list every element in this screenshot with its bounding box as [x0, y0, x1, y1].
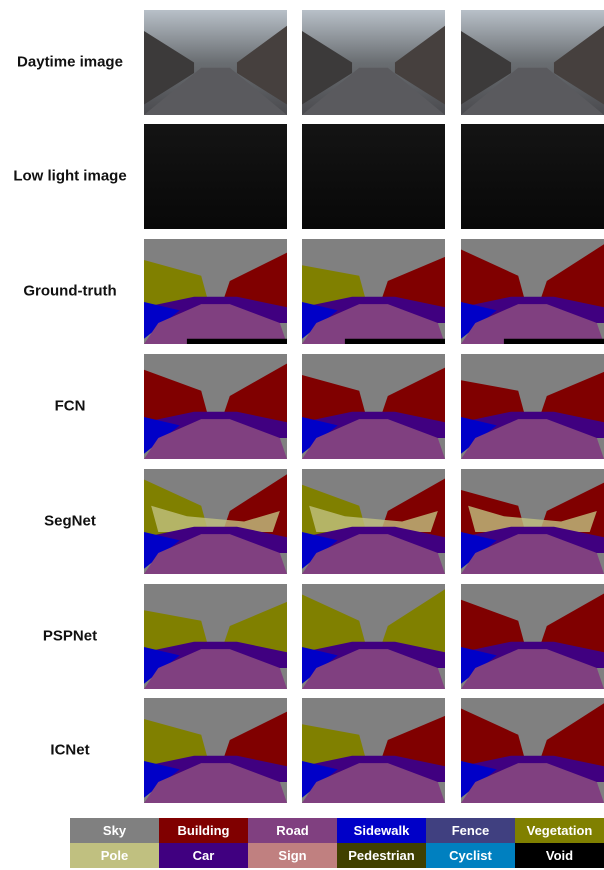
- row-label: SegNet: [44, 512, 96, 529]
- image-cell: [144, 239, 287, 344]
- photo: [302, 124, 445, 229]
- row-label: FCN: [55, 397, 86, 414]
- row-label: PSPNet: [43, 627, 97, 644]
- row-label: Daytime image: [17, 53, 123, 70]
- image-cell: [302, 469, 445, 574]
- image-cell: [461, 124, 604, 229]
- image-cell: [144, 354, 287, 459]
- image-cell: [302, 10, 445, 115]
- legend-label: Sign: [278, 848, 306, 863]
- legend-label: Pedestrian: [348, 848, 415, 863]
- photo: [144, 124, 287, 229]
- row-label: ICNet: [50, 741, 89, 758]
- legend-label: Fence: [452, 823, 490, 838]
- legend-label: Void: [546, 848, 573, 863]
- legend-label: Building: [178, 823, 230, 838]
- image-cell: [461, 354, 604, 459]
- seg-void: [187, 339, 287, 344]
- legend-label: Cyclist: [449, 848, 492, 863]
- legend-label: Car: [193, 848, 215, 863]
- figure: Daytime image Low light image Ground-truth…: [0, 0, 604, 870]
- image-cell: [302, 124, 445, 229]
- page: Daytime image Low light image Ground-truth…: [0, 0, 604, 870]
- image-cell: [144, 698, 287, 803]
- image-cell: [461, 698, 604, 803]
- legend-label: Vegetation: [527, 823, 593, 838]
- legend-label: Pole: [101, 848, 128, 863]
- legend-label: Sidewalk: [354, 823, 410, 838]
- image-cell: [144, 10, 287, 115]
- image-cell: [144, 584, 287, 689]
- image-cell: [461, 239, 604, 344]
- seg-void: [345, 339, 445, 344]
- photo: [461, 124, 604, 229]
- image-cell: [302, 354, 445, 459]
- image-cell: [302, 698, 445, 803]
- image-cell: [144, 124, 287, 229]
- image-cell: [144, 469, 287, 574]
- legend-label: Sky: [103, 823, 127, 838]
- row-label: Low light image: [13, 167, 126, 184]
- legend-label: Road: [276, 823, 309, 838]
- image-cell: [302, 584, 445, 689]
- image-cell: [461, 584, 604, 689]
- row-label: Ground-truth: [23, 282, 116, 299]
- image-cell: [302, 239, 445, 344]
- seg-void: [504, 339, 604, 344]
- image-cell: [461, 469, 604, 574]
- image-cell: [461, 10, 604, 115]
